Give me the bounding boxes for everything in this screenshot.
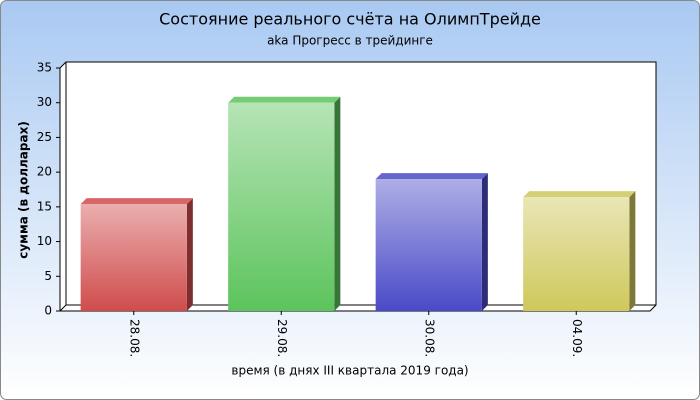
bar-side [334,96,341,311]
x-tick-label: 30.08. [422,319,436,357]
bar [375,179,482,311]
x-tick-label: 28.08. [127,319,141,357]
y-axis-label: сумма (в долларах) [17,121,31,259]
chart-title: Состояние реального счёта на ОлимпТрейде [159,10,541,29]
y-tick-label: 0 [44,304,52,318]
bar-side [186,198,193,311]
bar [523,197,630,311]
y-tick-label: 15 [37,199,52,213]
y-tick-label: 5 [44,269,52,283]
x-tick-label: 29.08. [275,319,289,357]
bar [228,102,335,311]
y-tick-label: 25 [37,130,52,144]
bar-top [80,198,193,205]
bar-side [629,191,636,311]
x-tick-label: 04.09. [570,319,584,357]
bar [80,204,187,311]
y-tick-label: 35 [37,61,52,75]
bar-top [228,96,341,103]
wall-edge [59,304,67,312]
y-tick-label: 10 [37,234,52,248]
y-tick-label: 30 [37,95,52,109]
bar-top [375,173,488,180]
chart-subtitle: aka Прогресс в трейдинге [267,34,433,48]
y-tick-label: 20 [37,165,52,179]
x-axis-label: время (в днях III квартала 2019 года) [231,364,468,378]
bar-top [523,191,636,198]
bar-side [481,173,488,311]
